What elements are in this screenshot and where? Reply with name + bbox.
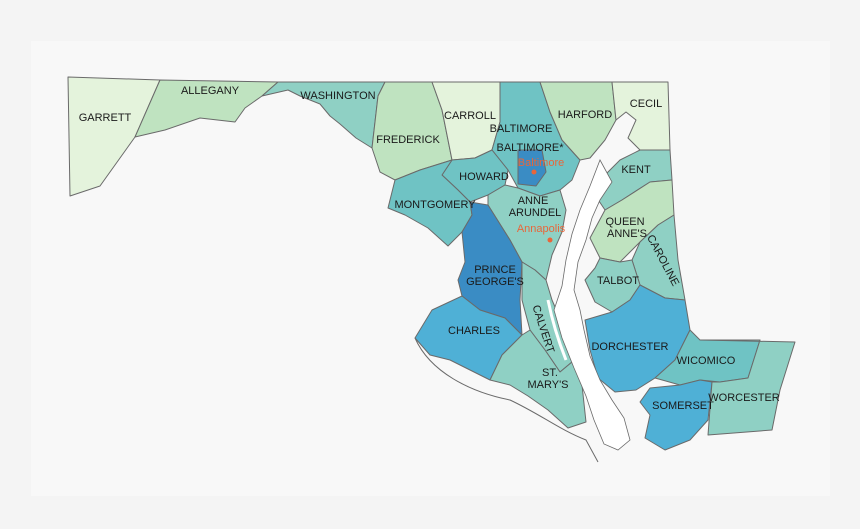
- label-anne-arundel-line1: ANNE: [518, 195, 549, 207]
- label-anne-arundel-line2: ARUNDEL: [509, 207, 562, 219]
- city-dot-annapolis: [547, 237, 553, 243]
- chesapeake-bay: [553, 159, 631, 451]
- city-dot-baltimore: [531, 169, 537, 175]
- county-somerset[interactable]: [639, 379, 713, 451]
- label-harford: HARFORD: [558, 109, 612, 121]
- label-montgomery: MONTGOMERY: [394, 199, 476, 211]
- label-frederick: FREDERICK: [376, 134, 440, 146]
- label-talbot: TALBOT: [597, 275, 639, 287]
- label-queen-annes-line1: QUEEN: [605, 216, 644, 228]
- label-charles: CHARLES: [448, 325, 500, 337]
- label-dorchester: DORCHESTER: [591, 341, 668, 353]
- label-wicomico: WICOMICO: [677, 355, 736, 367]
- city-label-annapolis: Annapolis: [517, 223, 566, 235]
- label-kent: KENT: [621, 164, 651, 176]
- label-prince-georges-line1: PRINCE: [474, 264, 516, 276]
- county-garrett[interactable]: [67, 76, 161, 197]
- potomac-shore: [414, 337, 599, 463]
- county-st-marys[interactable]: [489, 329, 587, 429]
- label-garrett: GARRETT: [79, 112, 132, 124]
- county-cecil[interactable]: [611, 81, 671, 151]
- label-baltimore: BALTIMORE: [490, 123, 553, 135]
- label-washington: WASHINGTON: [300, 90, 375, 102]
- label-st-marys-line1: ST.: [542, 367, 558, 379]
- label-carroll: CARROLL: [444, 110, 496, 122]
- label-howard: HOWARD: [459, 171, 509, 183]
- label-prince-georges-line2: GEORGE'S: [466, 276, 524, 288]
- label-somerset: SOMERSET: [652, 400, 714, 412]
- county-baltimore-city[interactable]: [517, 149, 547, 187]
- label-cecil: CECIL: [630, 98, 662, 110]
- label-queen-annes-line2: ANNE'S: [607, 228, 647, 240]
- label-allegany: ALLEGANY: [181, 85, 240, 97]
- label-worcester: WORCESTER: [708, 392, 780, 404]
- city-label-baltimore: Baltimore: [518, 157, 564, 169]
- label-st-marys-line2: MARY'S: [527, 379, 568, 391]
- patuxent-river: [546, 299, 568, 361]
- label-baltimore-city: BALTIMORE*: [496, 142, 564, 154]
- county-worcester[interactable]: [699, 339, 796, 436]
